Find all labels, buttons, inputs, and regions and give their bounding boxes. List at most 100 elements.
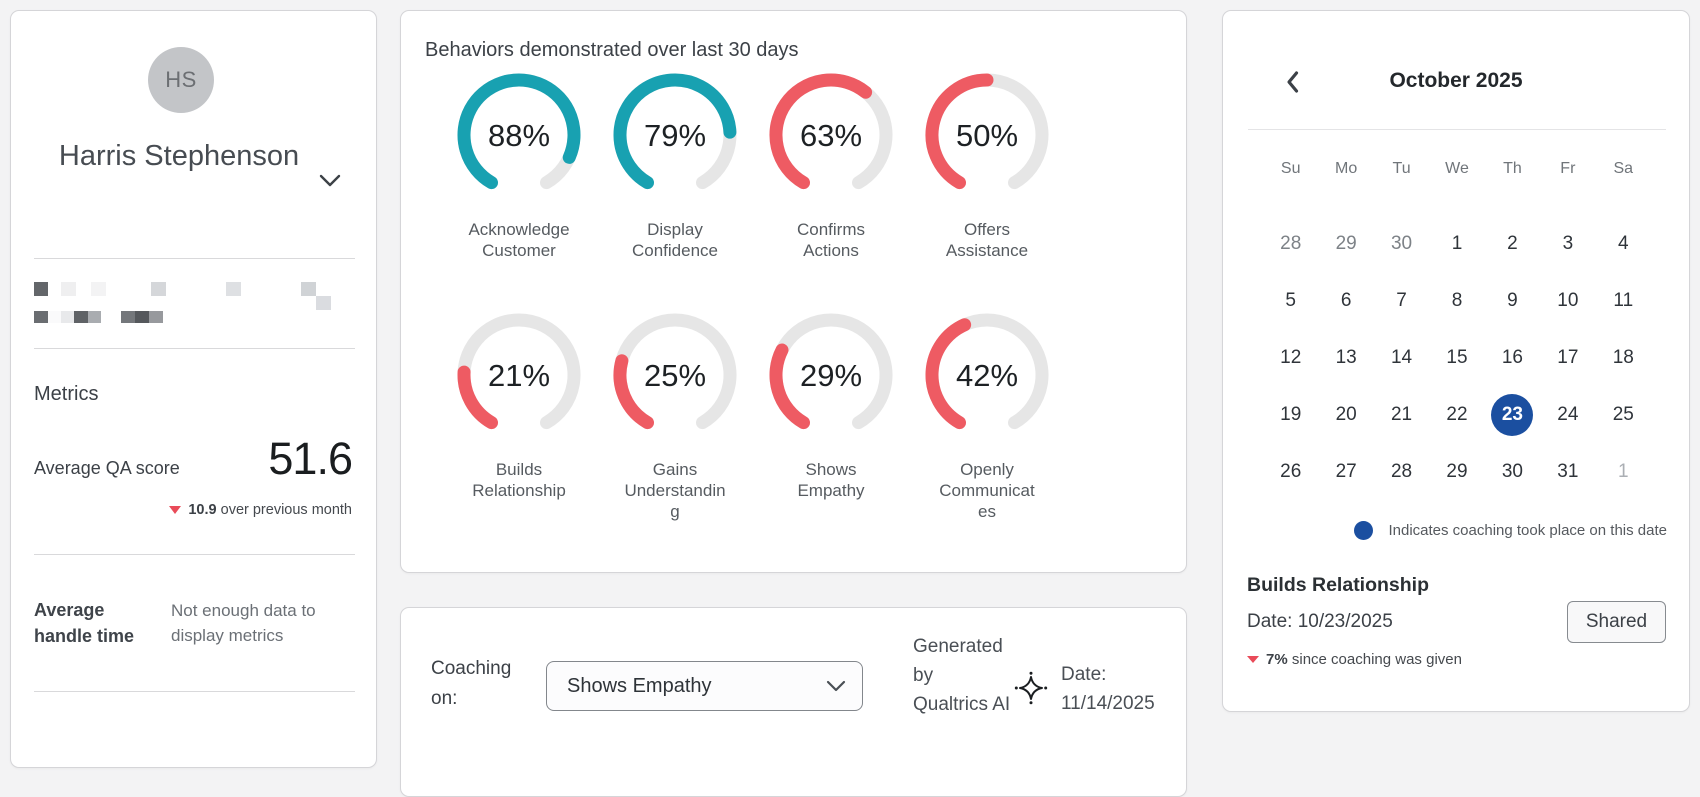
calendar-day[interactable]: 9 — [1507, 289, 1518, 311]
qa-score-value: 51.6 — [268, 433, 353, 484]
metrics-heading: Metrics — [34, 383, 99, 405]
behavior-gauge: 50% Offers Assistance — [909, 73, 1065, 261]
gauge-label: Shows Empathy — [797, 460, 865, 500]
gauge-value: 79% — [644, 118, 706, 153]
calendar-day[interactable]: 6 — [1340, 289, 1352, 311]
decrease-icon — [1247, 656, 1259, 663]
calendar-day[interactable]: 28 — [1390, 460, 1413, 482]
session-delta: 7% since coaching was given — [1247, 651, 1462, 668]
gauge-value: 21% — [488, 358, 550, 393]
calendar-day[interactable]: 20 — [1335, 403, 1357, 425]
gauge-value: 42% — [956, 358, 1018, 393]
gauge-ring: 42% — [925, 313, 1049, 430]
calendar-day[interactable]: 1 — [1451, 232, 1463, 254]
calendar-day[interactable]: 16 — [1501, 346, 1523, 368]
redaction-tile — [226, 282, 241, 296]
handle-time-value: Not enough data to display metrics — [171, 601, 316, 645]
redaction-tile — [91, 282, 106, 296]
calendar-day[interactable]: 29 — [1446, 460, 1468, 482]
session-date: Date: 10/23/2025 — [1247, 611, 1393, 632]
behavior-gauge: 63% Confirms Actions — [753, 73, 909, 261]
previous-month-button[interactable] — [1281, 69, 1305, 95]
calendar-day[interactable]: 3 — [1562, 232, 1574, 254]
calendar-day-headers: Su Mo Tu We Th Fr Sa — [1263, 160, 1651, 178]
calendar-day[interactable]: 8 — [1451, 289, 1463, 311]
qa-score-label: Average QA score — [34, 458, 180, 478]
redaction-tile — [74, 311, 88, 323]
calendar-day[interactable]: 19 — [1280, 403, 1302, 425]
calendar-day[interactable]: 30 — [1501, 460, 1523, 482]
calendar-day[interactable]: 29 — [1335, 232, 1357, 254]
avatar: HS — [148, 47, 214, 113]
agent-profile-card: HS Harris Stephenson Metrics Average QA … — [10, 10, 377, 768]
calendar-day[interactable]: 11 — [1613, 289, 1634, 311]
behaviors-title: Behaviors demonstrated over last 30 days — [425, 39, 799, 61]
calendar-day[interactable]: 5 — [1285, 289, 1296, 311]
calendar-day[interactable]: 18 — [1612, 346, 1634, 368]
gauge-label: Builds Relationship — [472, 460, 566, 500]
divider — [34, 258, 355, 259]
qa-delta-text: over previous month — [220, 502, 352, 518]
coaching-topic-select[interactable]: Shows Empathy — [546, 661, 863, 711]
calendar-day[interactable]: 26 — [1280, 460, 1302, 482]
calendar-day-selected[interactable]: 23 — [1485, 386, 1540, 443]
gauge-ring: 50% — [925, 73, 1049, 190]
calendar-day[interactable]: 2 — [1507, 232, 1518, 254]
gauge-ring: 88% — [457, 73, 581, 190]
calendar-day[interactable]: 24 — [1557, 403, 1579, 425]
calendar-weeks: 28 29 30 1 2 3 4 5 6 7 8 9 10 11 12 13 14 15 16 17 18 19 20 21 2… — [1263, 215, 1651, 500]
coaching-card: Coaching on: Shows Empathy Generated by … — [400, 607, 1187, 797]
coaching-dot-icon — [1354, 521, 1374, 540]
calendar-legend: Indicates coaching took place on this da… — [1354, 521, 1667, 540]
redaction-tile — [88, 311, 101, 323]
calendar-day-header: Mo — [1335, 160, 1358, 177]
shared-button[interactable]: Shared — [1567, 601, 1666, 643]
calendar-day[interactable]: 13 — [1335, 346, 1357, 368]
chevron-down-icon[interactable] — [319, 174, 341, 188]
calendar-day[interactable]: 1 — [1617, 460, 1629, 482]
gauge-ring: 79% — [613, 73, 737, 190]
gauge-value: 63% — [800, 118, 862, 153]
calendar-day[interactable]: 12 — [1280, 346, 1302, 368]
divider — [1248, 129, 1666, 130]
calendar-day[interactable]: 25 — [1612, 403, 1634, 425]
divider — [34, 554, 355, 555]
coaching-date-label: Date: — [1061, 664, 1107, 685]
calendar-day[interactable]: 10 — [1557, 289, 1579, 311]
calendar-day[interactable]: 30 — [1390, 232, 1413, 254]
redaction-tile — [61, 282, 76, 296]
calendar-day[interactable]: 21 — [1390, 403, 1413, 425]
gauge-label: Gains Understanding — [624, 460, 726, 521]
handle-time-label: Average handle time — [34, 600, 135, 646]
gauge-value: 88% — [488, 118, 550, 153]
gauge-ring: 21% — [457, 313, 581, 430]
qa-score-delta: 10.9 over previous month — [169, 502, 352, 518]
redaction-tile — [151, 282, 166, 296]
behavior-gauge: 88% Acknowledge Customer — [441, 73, 597, 261]
gauge-ring: 63% — [769, 73, 893, 190]
calendar-day[interactable]: 17 — [1557, 346, 1579, 368]
calendar-day[interactable]: 28 — [1280, 232, 1302, 254]
redaction-tile — [301, 282, 316, 296]
calendar-day[interactable]: 31 — [1557, 460, 1579, 482]
behavior-gauge: 25% Gains Understanding — [597, 313, 753, 522]
gauge-ring: 29% — [769, 313, 893, 430]
gauge-ring: 25% — [613, 313, 737, 430]
redaction-tile — [61, 311, 74, 323]
decrease-icon — [169, 506, 182, 514]
redaction-tile — [34, 282, 48, 296]
calendar-day[interactable]: 4 — [1617, 232, 1629, 254]
qa-delta-value: 10.9 — [188, 502, 217, 518]
gauge-label: Offers Assistance — [945, 220, 1029, 260]
divider — [34, 348, 355, 349]
calendar-day[interactable]: 7 — [1396, 289, 1407, 311]
calendar-day[interactable]: 14 — [1390, 346, 1413, 368]
calendar-day[interactable]: 22 — [1446, 403, 1468, 425]
avatar-initials: HS — [165, 67, 197, 92]
calendar-day[interactable]: 15 — [1446, 346, 1468, 368]
gauge-label: Display Confidence — [631, 220, 718, 260]
calendar-day[interactable]: 27 — [1335, 460, 1357, 482]
calendar-day-header: Su — [1280, 160, 1301, 177]
redaction-tile — [135, 311, 149, 323]
calendar-legend-text: Indicates coaching took place on this da… — [1388, 522, 1667, 539]
